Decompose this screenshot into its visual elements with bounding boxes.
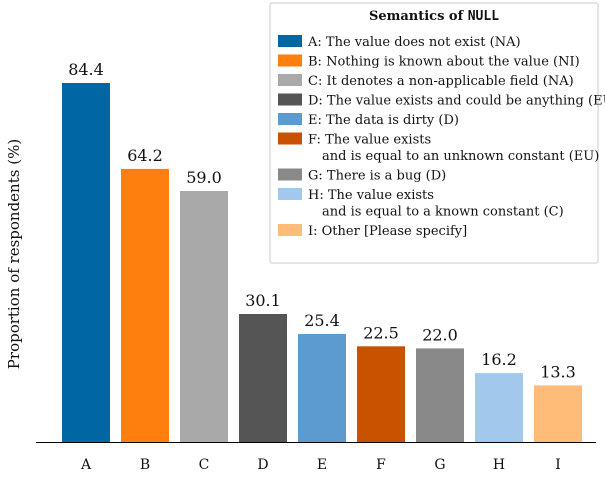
legend-box (269, 2, 599, 264)
legend-entry-f: F: The value exists (308, 133, 431, 148)
legend-swatch-b (278, 54, 302, 67)
bar-i (534, 385, 582, 442)
bar-d (239, 314, 287, 442)
x-tick-label-b: B (140, 457, 150, 473)
bar-g (416, 348, 464, 442)
legend-entry-a: A: The value does not exist (NA) (307, 35, 521, 50)
legend-swatch-a (278, 35, 302, 47)
legend-swatch-i (278, 224, 302, 236)
legend-entry-f-line-2: and is equal to an unknown constant (EU) (322, 149, 599, 164)
legend-entry-b: B: Nothing is known about the value (NI) (308, 55, 580, 70)
value-label-e: 25.4 (304, 311, 340, 330)
legend-entry-i: I: Other [Please specify] (308, 224, 467, 239)
legend-swatch-c (278, 74, 302, 86)
x-tick-label-h: H (493, 457, 505, 473)
legend-swatch-h (278, 188, 302, 200)
bar-b (121, 168, 169, 442)
bar-a (62, 83, 110, 442)
legend-entry-d: D: The value exists and could be anythin… (308, 94, 605, 109)
x-tick-label-f: F (376, 457, 386, 473)
value-label-f: 22.5 (363, 323, 399, 342)
legend-swatch-e (278, 113, 302, 125)
bar-h (475, 373, 523, 442)
value-label-h: 16.2 (481, 350, 517, 369)
bar-e (298, 334, 346, 442)
x-tick-label-d: D (257, 457, 268, 473)
legend-swatch-d (278, 93, 302, 106)
legend: Semantics of NULL A: The value does not … (269, 2, 605, 264)
legend-entries-group: A: The value does not exist (NA) B: Nothi… (278, 35, 605, 239)
x-tick-label-a: A (80, 457, 92, 473)
bars-group (62, 83, 582, 442)
legend-title: Semantics of NULL (369, 9, 499, 24)
value-label-b: 64.2 (127, 146, 163, 165)
x-tick-label-g: G (434, 457, 445, 473)
y-axis-label: Proportion of respondents (%) (5, 139, 23, 369)
value-label-i: 13.3 (540, 362, 576, 381)
x-tick-labels-group: A B C D E F G H I (80, 457, 561, 473)
legend-entry-g: G: There is a bug (D) (308, 169, 446, 184)
value-label-c: 59.0 (186, 168, 222, 187)
value-label-g: 22.0 (422, 325, 458, 344)
legend-entry-e: E: The data is dirty (D) (308, 113, 459, 128)
legend-title-code: NULL (468, 9, 499, 24)
x-tick-label-e: E (317, 457, 327, 473)
legend-swatch-g (278, 168, 302, 181)
x-tick-label-i: I (555, 457, 561, 473)
value-label-a: 84.4 (68, 60, 104, 79)
value-labels-group: 84.4 64.2 59.0 30.1 25.4 22.5 22.0 16.2 13.3 (68, 60, 576, 381)
legend-title-prefix: Semantics of (369, 9, 468, 24)
x-tick-label-c: C (199, 457, 210, 473)
legend-entry-c: C: It denotes a non-applicable field (NA… (308, 74, 574, 89)
legend-swatch-f (278, 132, 302, 145)
bar-f (357, 346, 405, 442)
value-label-d: 30.1 (245, 291, 281, 310)
legend-entry-h-line-2: and is equal to a known constant (C) (322, 205, 564, 220)
legend-entry-h: H: The value exists (308, 188, 434, 203)
bar-c (180, 191, 228, 442)
